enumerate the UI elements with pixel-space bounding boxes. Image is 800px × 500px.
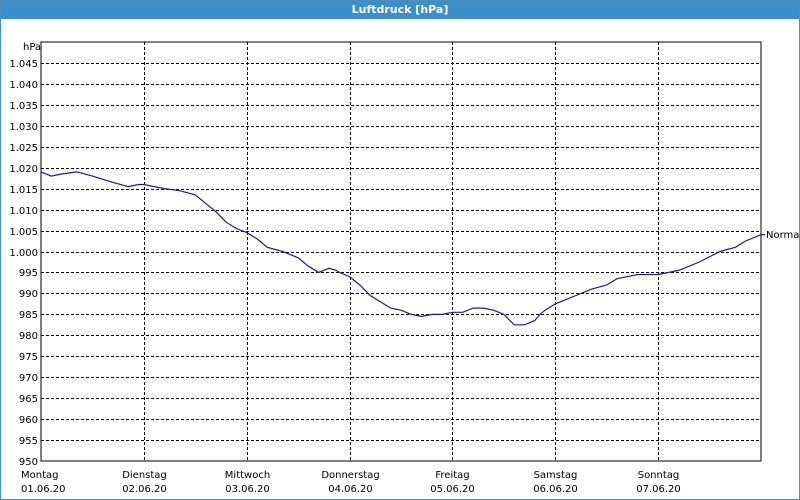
y-tick-label: 1.045: [9, 59, 38, 70]
series-line-normal: [40, 171, 762, 326]
y-tick-label: 990: [19, 289, 38, 300]
y-tick-label: 980: [19, 331, 38, 342]
y-tick-label: 1.010: [9, 206, 38, 217]
y-tick-label: 995: [19, 268, 38, 279]
y-tick-label: 1.020: [9, 164, 38, 175]
x-tick-date: 06.06.20: [533, 484, 578, 495]
y-tick-label: 955: [19, 436, 38, 447]
x-tick-day: Samstag: [534, 470, 578, 481]
y-tick-label: 1.030: [9, 122, 38, 133]
x-tick-date: 01.06.20: [21, 484, 66, 495]
x-tick-day: Montag: [21, 470, 58, 481]
y-tick-label: 1.040: [9, 80, 38, 91]
x-tick-day: Donnerstag: [321, 470, 379, 481]
y-tick-label: 985: [19, 310, 38, 321]
series-label: Normal: [766, 230, 799, 241]
x-tick-day: Dienstag: [122, 470, 167, 481]
y-tick-label: 1.015: [9, 185, 38, 196]
y-tick-label: 950: [19, 457, 38, 468]
y-tick-label: 975: [19, 352, 38, 363]
x-tick-day: Mittwoch: [225, 470, 270, 481]
x-tick-date: 05.06.20: [430, 484, 475, 495]
y-tick-label: 1.025: [9, 143, 38, 154]
plot-area: [40, 41, 762, 462]
y-tick-label: 1.000: [9, 248, 38, 259]
x-tick-day: Sonntag: [638, 470, 680, 481]
window-title: Luftdruck [hPa]: [1, 1, 799, 19]
y-tick-label: 1.035: [9, 101, 38, 112]
y-tick-label: 1.005: [9, 227, 38, 238]
x-tick-day: Freitag: [435, 470, 469, 481]
y-axis-label: hPa: [23, 42, 41, 53]
y-tick-label: 970: [19, 373, 38, 384]
x-tick-date: 07.06.20: [636, 484, 681, 495]
x-tick-date: 02.06.20: [122, 484, 167, 495]
x-tick-date: 04.06.20: [328, 484, 373, 495]
x-tick-date: 03.06.20: [225, 484, 270, 495]
y-tick-label: 960: [19, 415, 38, 426]
y-tick-label: 965: [19, 394, 38, 405]
line-chart: 950 955 960 965 970 975 980 985 990 995 1.000 1.005…: [9, 41, 799, 495]
